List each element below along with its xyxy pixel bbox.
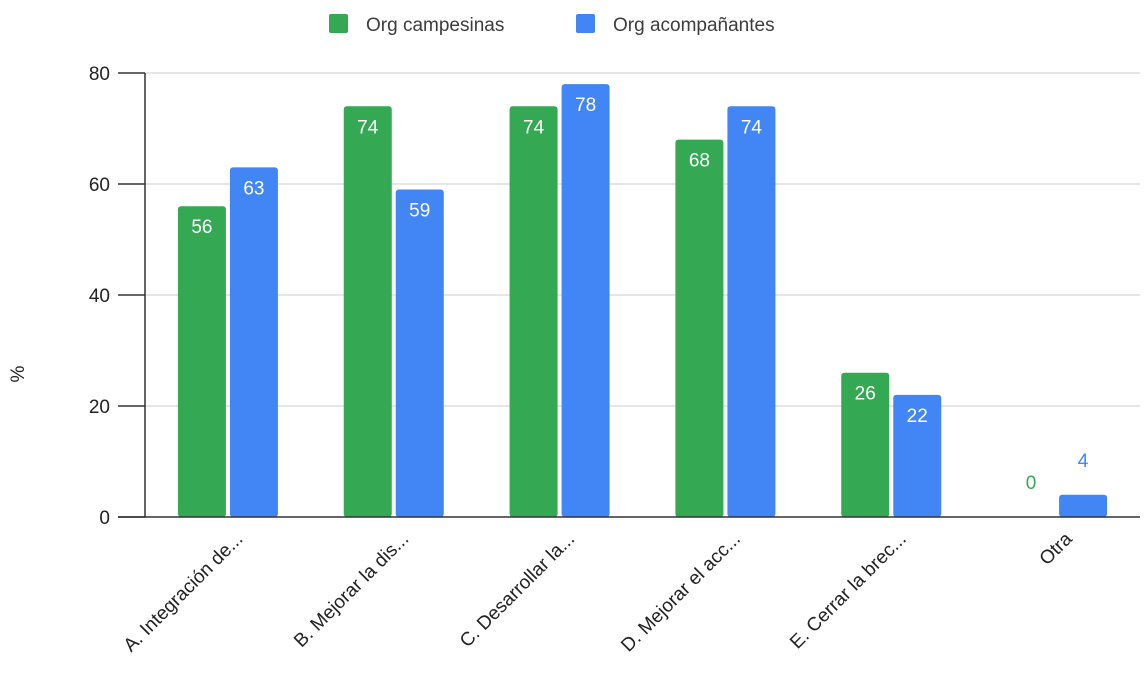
bar-value-label-org-acompanantes: 4 (1078, 451, 1089, 472)
legend: Org campesinas Org acompañantes (329, 14, 775, 36)
y-tick-label: 40 (89, 286, 110, 307)
legend-swatch-org-acompanantes (576, 14, 595, 33)
bar-org-acompanantes (229, 167, 278, 517)
bar-value-label-org-acompanantes: 59 (409, 201, 430, 222)
y-tick-label: 20 (89, 397, 110, 418)
bar-org-campesinas (177, 206, 226, 517)
y-axis-ticks: 0 20 40 60 80 (89, 64, 145, 529)
x-category-label: Otra (1036, 528, 1077, 569)
bar-org-campesinas (343, 106, 392, 518)
bar-value-label-org-campesinas: 0 (1026, 473, 1037, 494)
x-category-label: A. Integración de... (120, 529, 248, 657)
bar-org-acompanantes (561, 84, 610, 517)
legend-label-org-acompanantes: Org acompañantes (613, 15, 775, 36)
legend-swatch-org-campesinas (329, 14, 348, 33)
x-category-label: B. Mejorar la dis... (290, 529, 413, 652)
y-tick-label: 80 (89, 64, 110, 85)
bar-org-campesinas (509, 106, 558, 518)
bar-value-label-org-campesinas: 56 (191, 217, 212, 238)
x-category-label: E. Cerrar la brec... (786, 529, 911, 654)
bar-value-label-org-campesinas: 74 (523, 117, 545, 138)
gridlines (145, 72, 1140, 407)
bar-value-label-org-acompanantes: 74 (741, 117, 763, 138)
bar-org-acompanantes (1059, 494, 1108, 517)
x-category-label: D. Mejorar el acc... (617, 529, 745, 657)
bar-value-label-org-campesinas: 68 (689, 151, 710, 172)
x-axis-category-labels: A. Integración de... B. Mejorar la dis...… (120, 528, 1077, 656)
bar-value-label-org-acompanantes: 22 (907, 406, 928, 427)
y-tick-label: 0 (99, 508, 110, 529)
bar-org-campesinas (841, 372, 890, 517)
bar-org-campesinas (675, 139, 724, 517)
bar-org-acompanantes (727, 106, 776, 518)
x-category-label: C. Desarrollar la... (456, 529, 579, 652)
legend-label-org-campesinas: Org campesinas (366, 15, 504, 36)
bar-value-label-org-campesinas: 26 (855, 384, 876, 405)
bar-value-labels: 56 63 74 59 74 78 68 74 26 22 0 4 (191, 95, 1088, 494)
y-tick-label: 60 (89, 175, 110, 196)
bar-value-label-org-acompanantes: 63 (243, 178, 264, 199)
bar-org-acompanantes (395, 189, 444, 518)
bar-value-label-org-campesinas: 74 (357, 117, 379, 138)
bars (177, 84, 1108, 518)
bar-org-acompanantes (893, 394, 942, 517)
bar-value-label-org-acompanantes: 78 (575, 95, 596, 116)
y-axis-label: % (8, 365, 29, 382)
